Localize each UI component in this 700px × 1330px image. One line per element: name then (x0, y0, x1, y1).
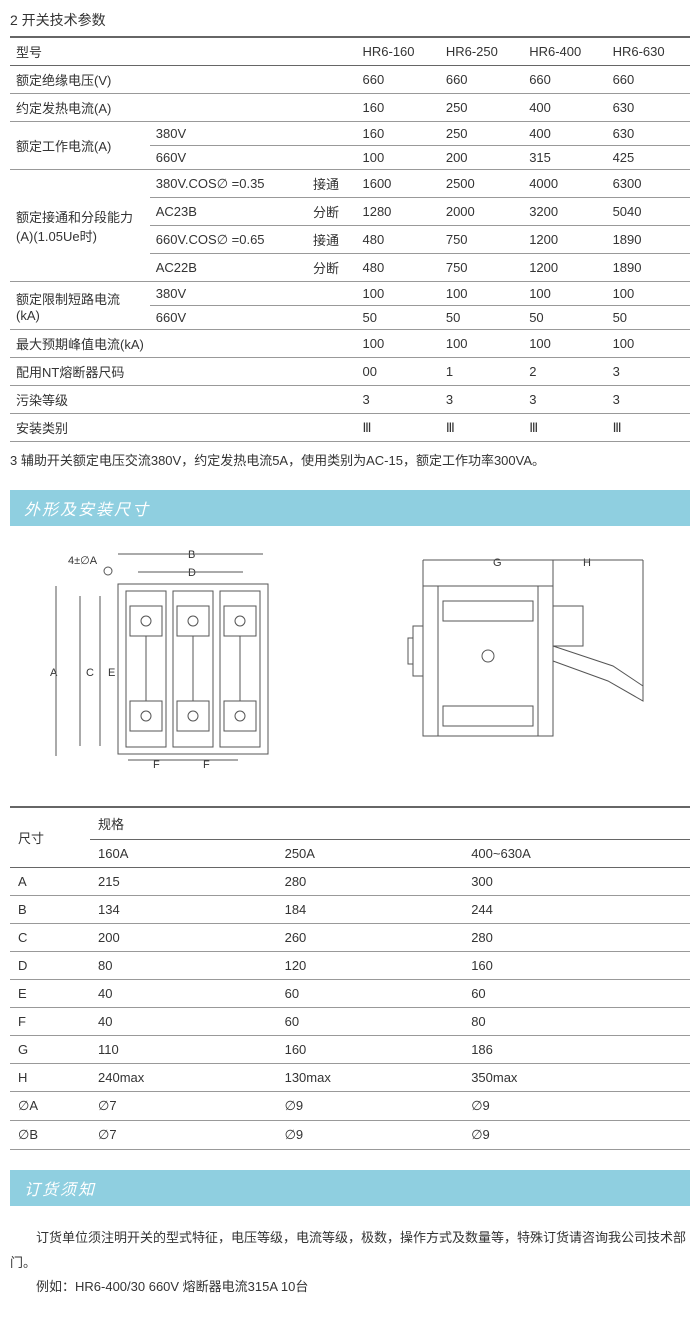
front-view-diagram: 4±∅A B D A C E F F (38, 546, 298, 776)
svg-text:C: C (86, 667, 94, 679)
svg-text:G: G (493, 557, 502, 569)
svg-text:4±∅A: 4±∅A (68, 555, 98, 567)
table-row: 额定绝缘电压(V)660660660660 (10, 66, 690, 94)
aux-switch-note: 3 辅助开关额定电压交流380V，约定发热电流5A，使用类别为AC-15，额定工… (10, 450, 690, 472)
svg-text:B: B (188, 549, 195, 561)
table-row: 约定发热电流(A)160250400630 (10, 94, 690, 122)
spec-table: 型号 HR6-160 HR6-250 HR6-400 HR6-630 额定绝缘电… (10, 36, 690, 442)
dim-row: ∅B∅7∅9∅9 (10, 1121, 690, 1150)
dim-row: A215280300 (10, 868, 690, 896)
table-head-row: 型号 HR6-160 HR6-250 HR6-400 HR6-630 (10, 37, 690, 66)
ordering-paragraph-1: 订货单位须注明开关的型式特征，电压等级，电流等级，极数，操作方式及数量等，特殊订… (10, 1226, 690, 1275)
table-row: 额定限制短路电流(kA)380V100100100100 (10, 282, 690, 306)
ordering-paragraph-2: 例如：HR6-400/30 660V 熔断器电流315A 10台 (10, 1275, 690, 1300)
table-row: 安装类别ⅢⅢⅢⅢ (10, 414, 690, 442)
section-title-2: 2 开关技术参数 (10, 10, 690, 30)
dimensions-table: 尺寸 规格 160A 250A 400~630A A215280300B1341… (10, 806, 690, 1150)
dim-row: D80120160 (10, 952, 690, 980)
side-view-diagram: G H (383, 546, 663, 776)
col-h400: HR6-400 (523, 37, 606, 66)
dim-row: F406080 (10, 1008, 690, 1036)
table-row: 污染等级3333 (10, 386, 690, 414)
table-row: 额定工作电流(A)380V160250400630 (10, 122, 690, 146)
dimension-diagrams: 4±∅A B D A C E F F (10, 546, 690, 776)
dim-row: H240max130max350max (10, 1064, 690, 1092)
svg-text:D: D (188, 567, 196, 579)
svg-text:E: E (108, 667, 115, 679)
col-model: 型号 (10, 37, 356, 66)
ordering-banner: 订货须知 (10, 1170, 690, 1206)
dim-row: C200260280 (10, 924, 690, 952)
col-h250: HR6-250 (440, 37, 523, 66)
table-row: 最大预期峰值电流(kA)100100100100 (10, 330, 690, 358)
table-row: 配用NT熔断器尺码00123 (10, 358, 690, 386)
col-h630: HR6-630 (607, 37, 690, 66)
dimensions-banner: 外形及安装尺寸 (10, 490, 690, 526)
dim-head-2: 160A 250A 400~630A (10, 840, 690, 868)
svg-text:A: A (50, 667, 58, 679)
svg-text:H: H (583, 557, 591, 569)
dim-head-1: 尺寸 规格 (10, 807, 690, 840)
dim-row: B134184244 (10, 896, 690, 924)
dim-row: ∅A∅7∅9∅9 (10, 1092, 690, 1121)
col-h160: HR6-160 (356, 37, 439, 66)
svg-text:F: F (203, 759, 210, 771)
dim-row: G110160186 (10, 1036, 690, 1064)
svg-text:F: F (153, 759, 160, 771)
dim-row: E406060 (10, 980, 690, 1008)
table-row: 额定接通和分段能力(A)(1.05Ue时)380V.COS∅ =0.35接通16… (10, 170, 690, 198)
